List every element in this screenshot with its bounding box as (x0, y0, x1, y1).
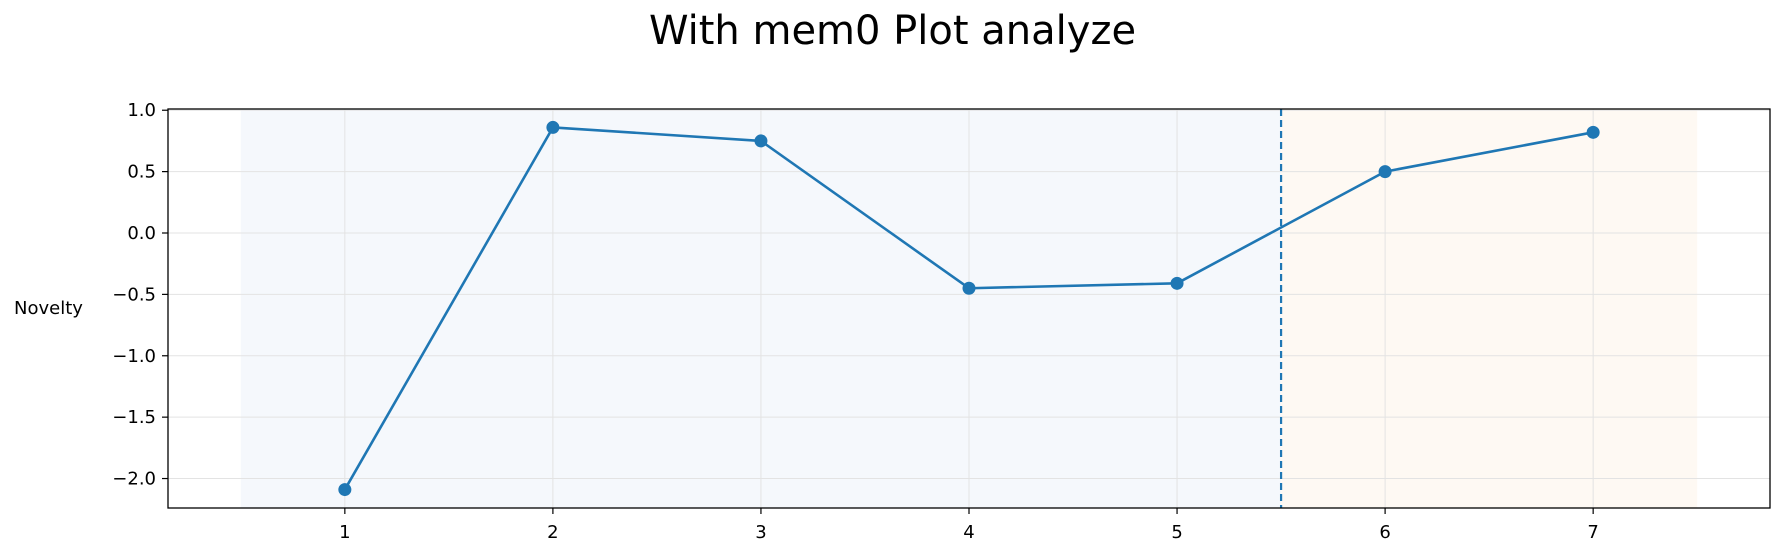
y-tick-label: −1.0 (112, 346, 156, 367)
x-tick-label: 3 (755, 522, 766, 543)
data-point-3 (754, 134, 768, 148)
x-tick-label: 7 (1587, 522, 1598, 543)
x-tick-label: 5 (1171, 522, 1182, 543)
grid-lines (168, 109, 1770, 508)
x-tick-label: 6 (1379, 522, 1390, 543)
x-tick-label: 4 (963, 522, 974, 543)
y-axis-label: Novelty (14, 298, 83, 319)
series-group (338, 120, 1600, 497)
chart-title: With mem0 Plot analyze (648, 8, 1137, 54)
y-tick-label: −0.5 (112, 284, 156, 305)
data-point-5 (1170, 276, 1184, 290)
y-tick-label: −2.0 (112, 469, 156, 490)
data-point-2 (546, 120, 560, 134)
x-tick-label: 1 (339, 522, 350, 543)
y-tick-label: 0.5 (127, 162, 156, 183)
y-tick-label: −1.5 (112, 407, 156, 428)
data-point-7 (1586, 125, 1600, 139)
shaded-region-2 (1281, 109, 1698, 508)
y-tick-label: 1.0 (127, 100, 156, 121)
ticks-group: 1 2 3 4 5 6 7 1.0 0.5 0.0 −0.5 −1.0 −1.5 −2.0 (112, 100, 1599, 543)
x-tick-label: 2 (547, 522, 558, 543)
data-point-4 (962, 281, 976, 295)
data-point-1 (338, 483, 352, 497)
y-tick-label: 0.0 (127, 223, 156, 244)
data-point-6 (1378, 165, 1392, 179)
